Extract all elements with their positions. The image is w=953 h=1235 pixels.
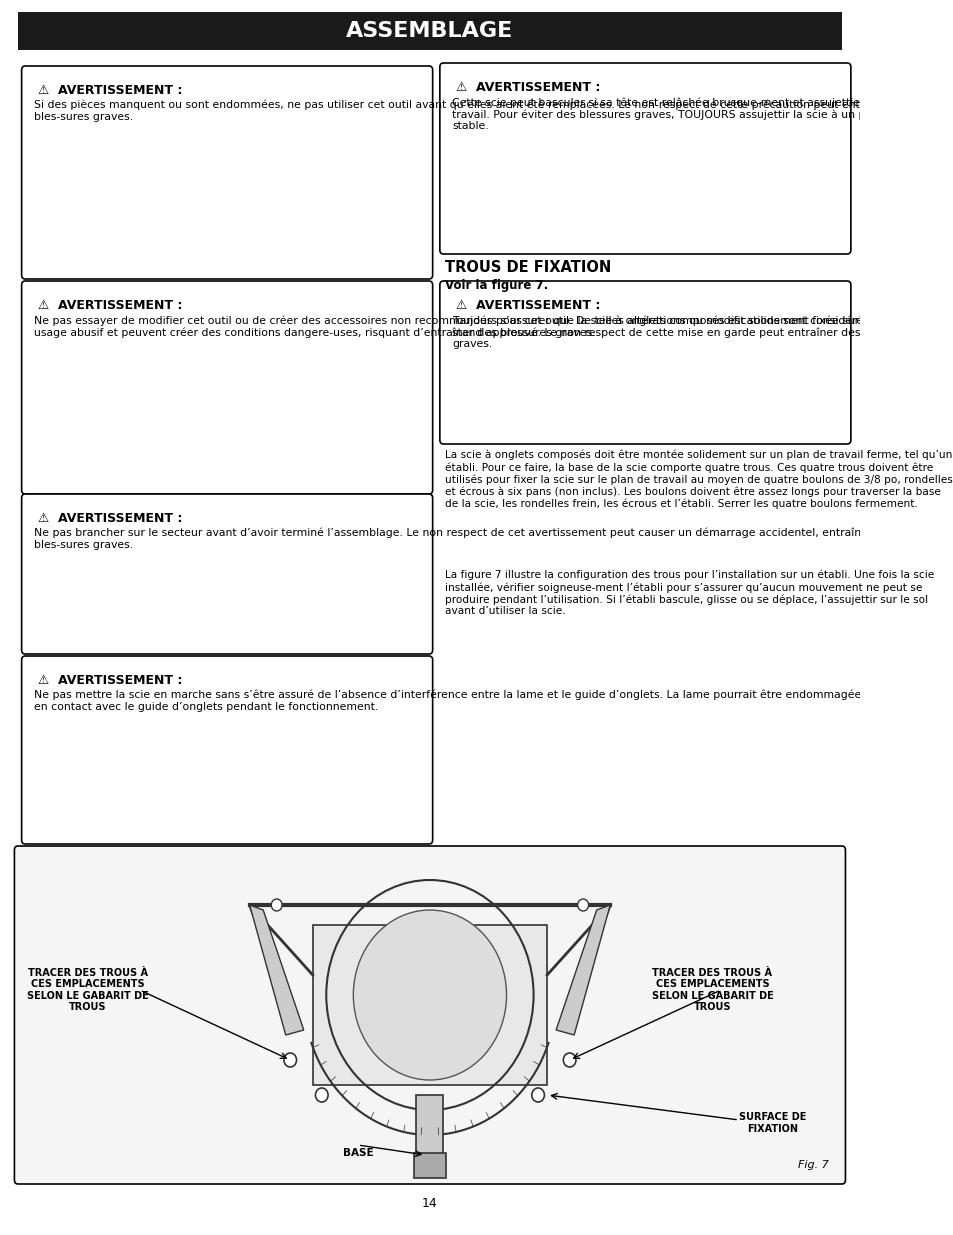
Bar <box>416 1095 443 1174</box>
Text: ⚠  AVERTISSEMENT :: ⚠ AVERTISSEMENT : <box>456 299 599 312</box>
Text: 14: 14 <box>421 1197 437 1210</box>
FancyBboxPatch shape <box>439 282 850 445</box>
Text: Ne pas essayer de modifier cet outil ou de créer des accessoires non recommandés: Ne pas essayer de modifier cet outil ou … <box>34 315 936 337</box>
FancyBboxPatch shape <box>22 65 433 279</box>
Text: Ne pas mettre la scie en marche sans s’être assuré de l’absence d’interférence e: Ne pas mettre la scie en marche sans s’ê… <box>34 690 936 713</box>
Bar <box>313 925 546 1086</box>
FancyBboxPatch shape <box>22 494 433 655</box>
Text: La figure 7 illustre la configuration des trous pour l’installation sur un établ: La figure 7 illustre la configuration de… <box>445 571 934 616</box>
Text: Toujours s’assurer que la scie à onglets composés est solidement fixée sur un ét: Toujours s’assurer que la scie à onglets… <box>452 315 944 350</box>
Text: TRACER DES TROUS À
CES EMPLACEMENTS
SELON LE GABARIT DE
TROUS: TRACER DES TROUS À CES EMPLACEMENTS SELO… <box>27 967 149 1013</box>
FancyBboxPatch shape <box>22 656 433 844</box>
Text: TROUS DE FIXATION: TROUS DE FIXATION <box>445 261 611 275</box>
Circle shape <box>315 1088 328 1102</box>
Text: BASE: BASE <box>342 1149 373 1158</box>
Text: ⚠  AVERTISSEMENT :: ⚠ AVERTISSEMENT : <box>38 513 182 525</box>
Text: TRACER DES TROUS À
CES EMPLACEMENTS
SELON LE GABARIT DE
TROUS: TRACER DES TROUS À CES EMPLACEMENTS SELO… <box>651 967 773 1013</box>
Text: ⚠  AVERTISSEMENT :: ⚠ AVERTISSEMENT : <box>38 299 182 312</box>
Text: Voir la figure 7.: Voir la figure 7. <box>445 279 548 291</box>
Circle shape <box>284 1053 296 1067</box>
Text: ⚠  AVERTISSEMENT :: ⚠ AVERTISSEMENT : <box>456 82 599 94</box>
Circle shape <box>578 899 588 911</box>
Text: Cette scie peut basculer si sa tête est relâchée brusque-ment et assujettie à un: Cette scie peut basculer si sa tête est … <box>452 98 937 131</box>
FancyBboxPatch shape <box>18 12 841 49</box>
Circle shape <box>531 1088 544 1102</box>
Polygon shape <box>250 905 303 1035</box>
Circle shape <box>562 1053 576 1067</box>
FancyBboxPatch shape <box>439 63 850 254</box>
Circle shape <box>353 910 506 1079</box>
Text: La scie à onglets composés doit être montée solidement sur un plan de travail fe: La scie à onglets composés doit être mon… <box>445 450 952 509</box>
Polygon shape <box>556 905 610 1035</box>
Text: Fig. 7: Fig. 7 <box>798 1160 828 1170</box>
Text: ⚠  AVERTISSEMENT :: ⚠ AVERTISSEMENT : <box>38 674 182 687</box>
Circle shape <box>271 899 282 911</box>
FancyBboxPatch shape <box>14 846 844 1184</box>
FancyBboxPatch shape <box>22 282 433 494</box>
Text: ⚠  AVERTISSEMENT :: ⚠ AVERTISSEMENT : <box>38 84 182 98</box>
Text: Si des pièces manquent ou sont endommées, ne pas utiliser cet outil avant qu’ell: Si des pièces manquent ou sont endommées… <box>34 100 914 122</box>
Text: Ne pas brancher sur le secteur avant d’avoir terminé l’assemblage. Le non respec: Ne pas brancher sur le secteur avant d’a… <box>34 529 901 550</box>
Bar <box>414 1153 446 1178</box>
Text: SURFACE DE
FIXATION: SURFACE DE FIXATION <box>739 1113 805 1134</box>
Text: ASSEMBLAGE: ASSEMBLAGE <box>346 21 513 41</box>
